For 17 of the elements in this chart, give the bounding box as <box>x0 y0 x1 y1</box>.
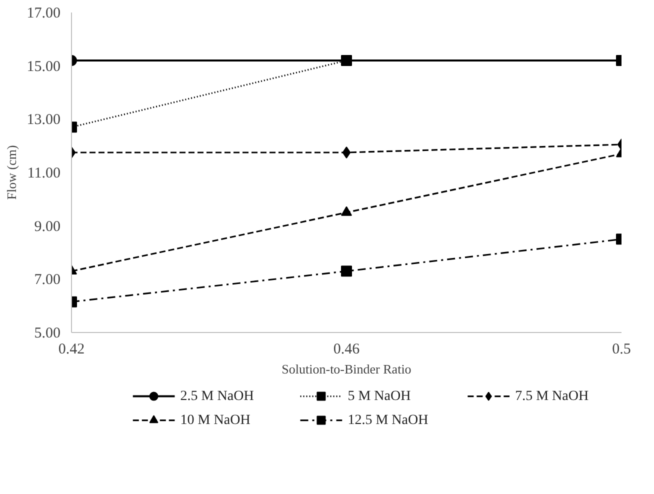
y-tick-label: 5.00 <box>34 326 60 342</box>
y-axis-title: Flow (cm) <box>4 145 19 200</box>
y-tick-label: 7.00 <box>34 272 60 288</box>
y-tick-label: 17.00 <box>26 6 60 22</box>
y-tick-label: 11.00 <box>27 166 61 182</box>
y-tick-label: 9.00 <box>34 218 60 235</box>
legend-label: 5 M NaOH <box>348 388 411 404</box>
x-axis-title: Solution-to-Binder Ratio <box>282 362 412 376</box>
y-tick-label: 13.00 <box>26 112 60 128</box>
x-tick-label: 0.5 <box>612 342 631 358</box>
x-tick-label: 0.46 <box>333 342 360 358</box>
legend-label: 2.5 M NaOH <box>180 388 254 404</box>
x-tick-label: 0.42 <box>58 342 85 358</box>
legend-label: 7.5 M NaOH <box>515 388 589 404</box>
y-tick-label: 15.00 <box>26 58 60 75</box>
legend-label: 12.5 M NaOH <box>348 412 428 428</box>
legend-label: 10 M NaOH <box>180 412 250 428</box>
